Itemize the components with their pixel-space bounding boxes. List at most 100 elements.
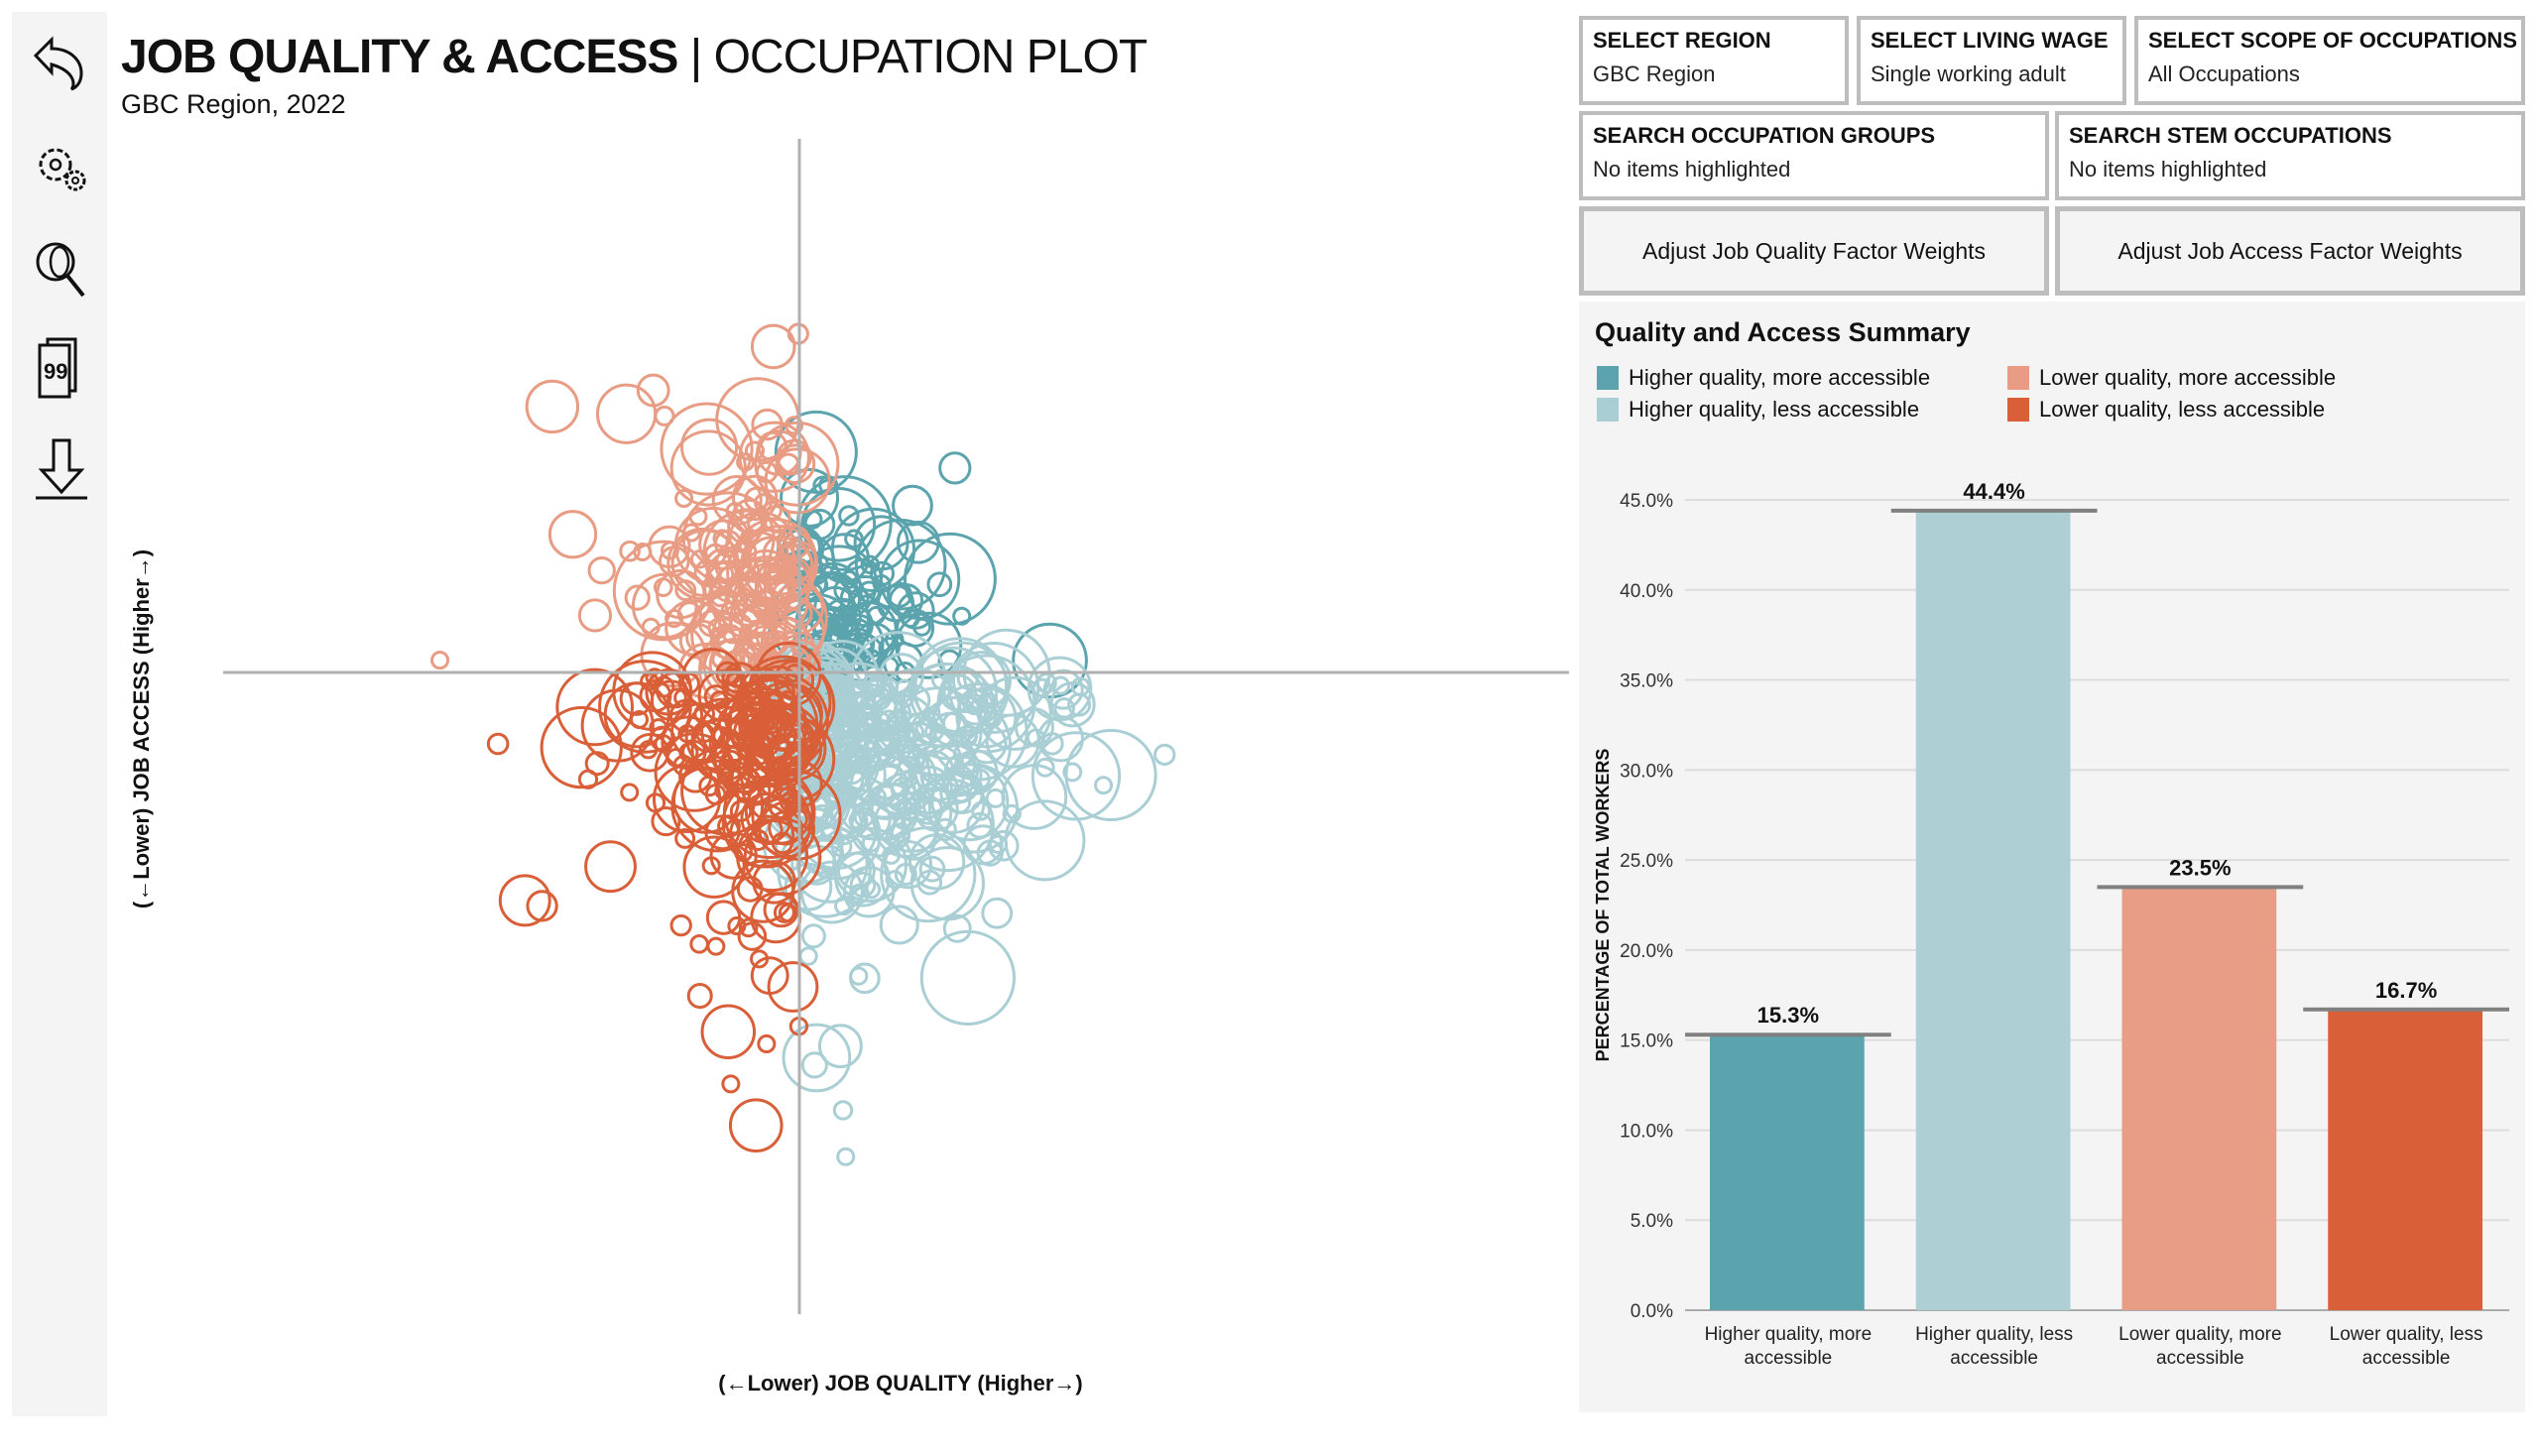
occupation-bubble[interactable] [619, 540, 641, 562]
occupation-bubble[interactable] [731, 474, 779, 522]
occupation-bubble[interactable] [639, 740, 659, 760]
occupation-bubble[interactable] [670, 702, 730, 763]
occupation-bubble[interactable] [763, 892, 799, 928]
occupation-bubble[interactable] [744, 486, 770, 512]
occupation-bubble[interactable] [952, 606, 972, 626]
occupation-bubble[interactable] [728, 1098, 784, 1153]
occupation-bubble[interactable] [966, 811, 994, 839]
back-arrow-icon[interactable] [30, 32, 93, 95]
occupation-bubble[interactable] [526, 890, 558, 922]
occupation-bubble[interactable] [731, 539, 758, 565]
search-magnifier-icon[interactable] [30, 236, 93, 300]
occupation-bubble[interactable] [901, 778, 995, 873]
occupation-bubble[interactable] [800, 923, 826, 949]
occupation-bubble[interactable] [727, 915, 747, 936]
occupation-bubble[interactable] [1153, 743, 1176, 767]
occupation-bubble[interactable] [669, 429, 747, 507]
occupation-bubble[interactable] [735, 773, 759, 795]
occupation-bubble[interactable] [729, 799, 753, 822]
occupation-bubble[interactable] [842, 719, 862, 739]
occupation-bubble[interactable] [766, 736, 794, 765]
occupation-bubble[interactable] [712, 529, 732, 548]
occupation-bubble[interactable] [738, 917, 759, 938]
occupation-bubble[interactable] [879, 539, 961, 621]
occupation-bubble[interactable] [1002, 803, 1022, 824]
occupation-bubble[interactable] [833, 577, 859, 603]
bar[interactable] [1915, 510, 2071, 1310]
occupation-bubble[interactable] [776, 780, 796, 801]
occupation-bubble[interactable] [631, 572, 698, 640]
bar[interactable] [2121, 887, 2277, 1310]
occupation-bubble[interactable] [1094, 776, 1114, 795]
occupation-bubble[interactable] [871, 718, 891, 739]
occupation-bubble[interactable] [757, 1033, 777, 1053]
occupation-bubble[interactable] [771, 831, 794, 855]
occupation-bubble[interactable] [708, 706, 790, 788]
occupation-bubble[interactable] [1053, 697, 1075, 719]
occupation-bubble[interactable] [1064, 728, 1157, 822]
occupation-bubble[interactable] [844, 529, 864, 549]
occupation-bubble[interactable] [731, 859, 795, 923]
bar[interactable] [1710, 1034, 1865, 1310]
occupation-bubble[interactable] [836, 1147, 856, 1166]
occupation-bubble[interactable] [761, 716, 827, 782]
occupation-bubble[interactable] [728, 613, 753, 638]
occupation-bubble[interactable] [919, 929, 1017, 1026]
occupation-bubble[interactable] [1035, 672, 1057, 694]
occupation-bubble[interactable] [525, 379, 580, 434]
occupation-bubble[interactable] [711, 603, 777, 668]
occupation-bubble[interactable] [1042, 668, 1084, 710]
occupation-bubble[interactable] [652, 764, 722, 833]
occupation-bubble[interactable] [767, 961, 819, 1013]
occupation-bubble[interactable] [680, 418, 739, 476]
occupation-bubble[interactable] [754, 421, 840, 507]
occupation-bubble[interactable] [979, 701, 1004, 726]
occupation-bubble[interactable] [704, 814, 741, 851]
occupation-bubble[interactable] [751, 770, 842, 861]
occupation-bubble[interactable] [896, 520, 940, 564]
occupation-bubble[interactable] [741, 721, 761, 741]
occupation-bubble[interactable] [926, 571, 953, 598]
search-stem-occupations-input[interactable]: SEARCH STEM OCCUPATIONS No items highligh… [2055, 111, 2525, 200]
occupation-bubble[interactable] [750, 956, 789, 996]
occupation-bubble[interactable] [555, 667, 634, 747]
occupation-bubble[interactable] [693, 558, 722, 588]
occupation-bubble[interactable] [838, 505, 860, 527]
occupation-bubble[interactable] [848, 587, 870, 609]
occupation-bubble[interactable] [736, 555, 795, 615]
occupation-bubble[interactable] [907, 833, 966, 891]
occupation-bubble[interactable] [1031, 677, 1052, 698]
occupation-bubble[interactable] [800, 486, 877, 562]
occupation-bubble[interactable] [929, 682, 1028, 782]
occupation-bubble[interactable] [1014, 707, 1054, 748]
occupation-bubble[interactable] [705, 900, 742, 935]
occupation-scatter-plot[interactable] [0, 0, 1577, 1428]
occupation-bubble[interactable] [861, 833, 881, 853]
occupation-bubble[interactable] [716, 760, 742, 787]
occupation-bubble[interactable] [689, 934, 709, 954]
occupation-bubble[interactable] [907, 744, 966, 802]
occupation-bubble[interactable] [736, 818, 809, 893]
occupation-bubble[interactable] [817, 1024, 863, 1069]
occupation-bubble[interactable] [904, 532, 997, 626]
occupation-bubble[interactable] [577, 598, 613, 633]
occupation-bubble[interactable] [768, 809, 803, 846]
occupation-bubble[interactable] [706, 936, 726, 956]
occupation-bubble[interactable] [596, 383, 658, 444]
occupation-bubble[interactable] [486, 732, 510, 756]
occupation-bubble[interactable] [1012, 622, 1088, 699]
occupation-bubble[interactable] [700, 1004, 757, 1059]
occupation-bubble[interactable] [758, 800, 816, 859]
quote-pages-icon[interactable]: 99 [30, 335, 93, 399]
occupation-bubble[interactable] [709, 831, 758, 880]
occupation-bubble[interactable] [740, 528, 760, 547]
occupation-bubble[interactable] [661, 715, 715, 770]
select-living-wage-dropdown[interactable]: SELECT LIVING WAGE Single working adult [1857, 16, 2126, 105]
occupation-bubble[interactable] [762, 505, 791, 534]
occupation-bubble[interactable] [706, 577, 749, 620]
bar[interactable] [2328, 1009, 2482, 1310]
occupation-bubble[interactable] [674, 489, 694, 509]
occupation-bubble[interactable] [677, 724, 697, 744]
occupation-bubble[interactable] [727, 678, 819, 770]
occupation-bubble[interactable] [747, 828, 770, 851]
